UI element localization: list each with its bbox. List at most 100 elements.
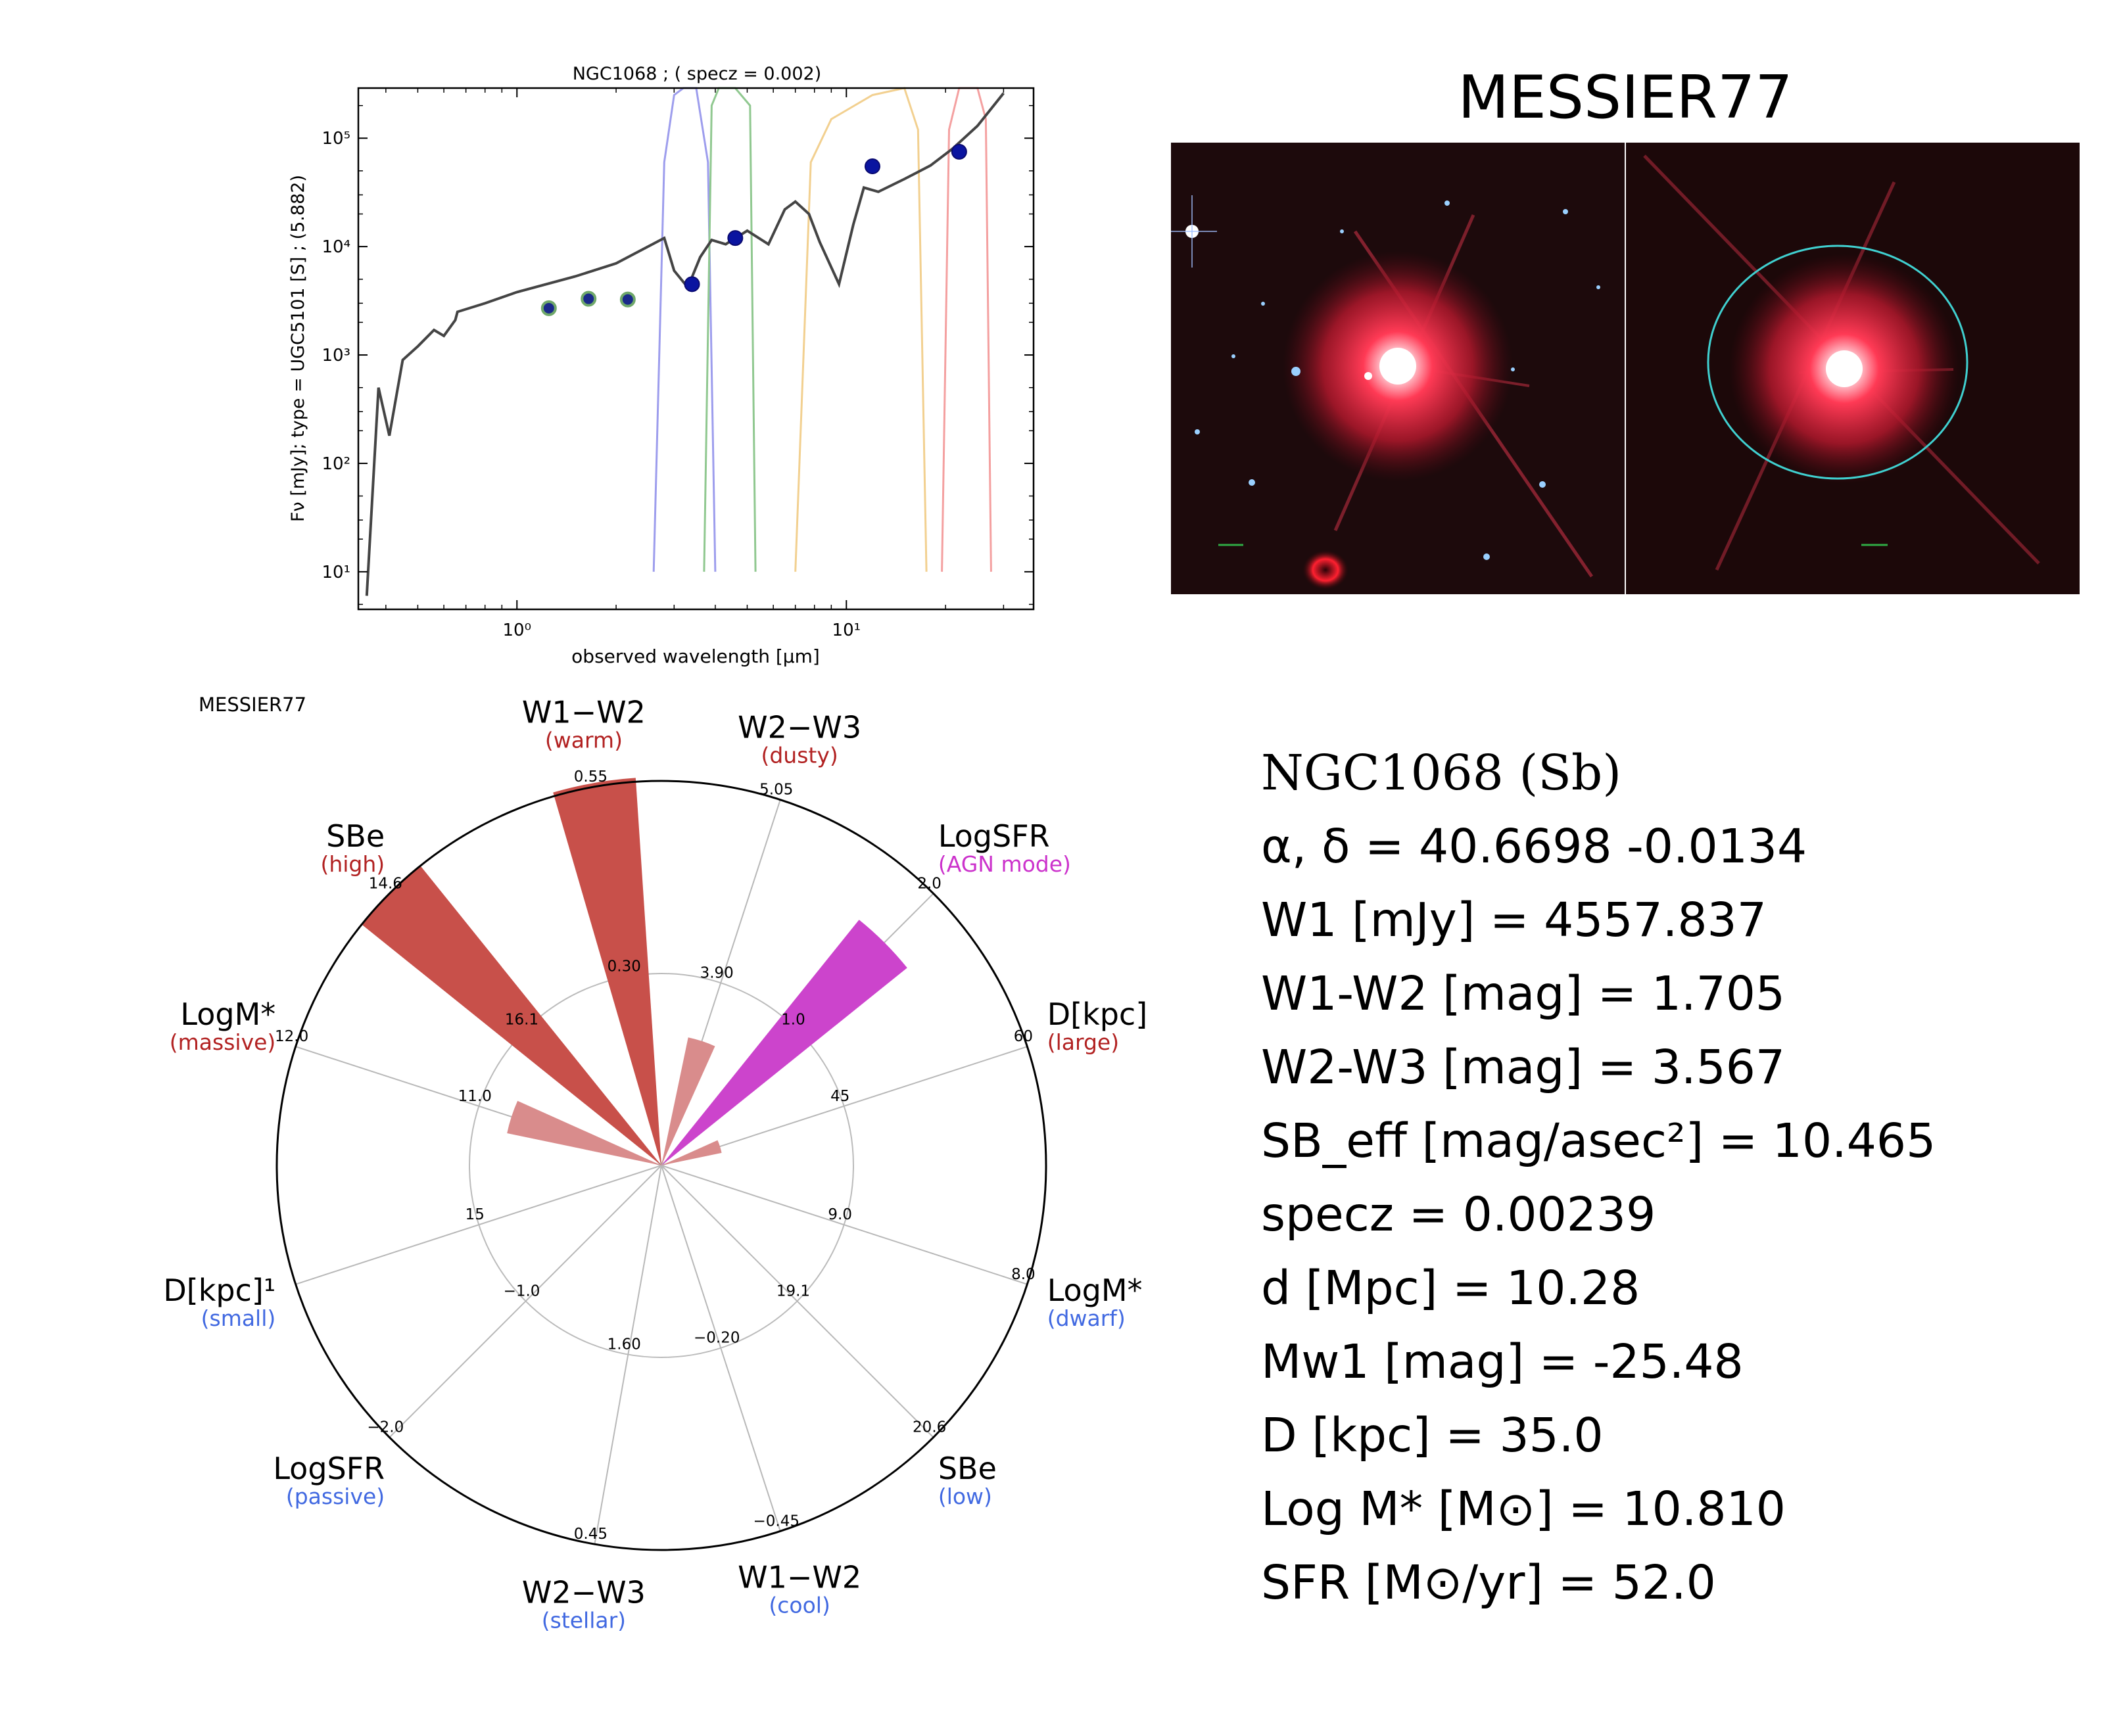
radar-axis-sublabel: (high) (320, 851, 385, 877)
radar-tick-label: −1.0 (504, 1282, 540, 1300)
sed-ytick-label: 10³ (322, 346, 350, 365)
radar-tick-label: −2.0 (367, 1419, 404, 1436)
sed-title: NGC1068 ; ( specz = 0.002) (573, 64, 822, 84)
radar-spoke (295, 1165, 662, 1285)
radar-axis-label: W2−W3 (738, 709, 861, 745)
radar-name: MESSIER77 (199, 693, 306, 716)
radar-tick-label: −0.45 (753, 1513, 799, 1530)
radar-axis-sublabel: (massive) (170, 1029, 276, 1055)
radar-tick-label: 19.1 (776, 1282, 810, 1300)
sed-template-curve (365, 92, 1005, 596)
radar-bar (507, 1100, 661, 1165)
radar-tick-label: 60 (1014, 1028, 1033, 1045)
radar-tick-label: 15 (465, 1206, 485, 1223)
radar-tick-label: 1.0 (781, 1012, 805, 1029)
property-diameter: D [kpc] = 35.0 (1261, 1408, 1604, 1463)
radar-axis-label: LogM* (1047, 1273, 1143, 1308)
sed-ylabel: Fν [mJy]; type = UGC5101 [S] ; (5.882) (288, 175, 308, 522)
radar-inner-ring (469, 973, 854, 1358)
radar-tick-label: 11.0 (458, 1088, 492, 1105)
radar-axis-label: SBe (938, 1451, 997, 1486)
sed-ytick-label: 10⁴ (322, 237, 350, 257)
photometry-point-2mass (540, 300, 557, 316)
property-w1-flux: W1 [mJy] = 4557.837 (1261, 893, 1767, 947)
sed-filter-curves (652, 87, 992, 572)
radar-axis-label: LogSFR (938, 818, 1050, 854)
radar-tick-label: −0.20 (694, 1330, 740, 1347)
property-w1-w2: W1-W2 [mag] = 1.705 (1261, 966, 1786, 1021)
filter-w3-curve (794, 87, 928, 572)
filter-w4-curve (941, 87, 992, 572)
radar-tick-label: 12.0 (275, 1028, 308, 1045)
photometry-point-wise (684, 276, 700, 293)
radar-spoke (661, 1165, 934, 1438)
radar-axis-label: D[kpc] (1047, 997, 1147, 1032)
sed-axes-frame (357, 87, 1035, 611)
radar-axis-label: LogM* (180, 997, 275, 1032)
radar-tick-label: 1.60 (608, 1336, 641, 1353)
aperture-ellipse (1707, 245, 1968, 480)
radar-tick-label: 8.0 (1011, 1266, 1036, 1283)
radar-tick-label: 2.0 (917, 875, 942, 892)
property-title: NGC1068 (Sb) (1261, 745, 1622, 801)
property-w2-w3: W2-W3 [mag] = 3.567 (1261, 1040, 1786, 1094)
radar-spoke (661, 1046, 1028, 1166)
radar-body: 0.30 0.55 3.90 5.05 1.0 2.0 45 60 9.0 8.0 19.1 20.6… (163, 694, 1147, 1633)
radar-axis-sublabel: (warm) (545, 727, 623, 753)
radar-spoke (389, 1165, 662, 1438)
radar-axis-sublabel: (cool) (769, 1593, 830, 1618)
sed-photometry (540, 143, 967, 316)
sed-xlabel: observed wavelength [μm] (571, 645, 820, 667)
photometry-point-wise (951, 143, 967, 160)
sed-ytick-label: 10⁵ (322, 129, 350, 149)
property-sfr: SFR [M⊙/yr] = 52.0 (1261, 1555, 1716, 1610)
photometry-point-2mass (619, 291, 636, 308)
image-stamps (1171, 143, 2080, 594)
radar-spoke (661, 1165, 1028, 1285)
photometry-point-wise (727, 230, 744, 246)
radar-spoke (661, 1165, 781, 1532)
sed-ytick-label: 10¹ (322, 563, 350, 582)
radar-axis-sublabel: (passive) (286, 1484, 385, 1509)
galaxy-right (1643, 154, 2040, 571)
radar-tick-label: 14.6 (369, 875, 402, 892)
radar-axis-label: W1−W2 (522, 694, 646, 730)
radar-axis-label: W2−W3 (522, 1575, 646, 1610)
photometry-point-wise (864, 158, 880, 175)
sed-ytick-label: 10² (322, 454, 350, 474)
radar-axis-sublabel: (large) (1047, 1029, 1119, 1055)
radar-tick-label: 3.90 (700, 964, 734, 981)
image-panel-title: MESSIER77 (1458, 63, 1793, 132)
radar-bar (553, 778, 661, 1165)
property-log-mass: Log M* [M⊙] = 10.810 (1261, 1482, 1786, 1536)
sed-plot: NGC1068 ; ( specz = 0.002) 10⁰ 10¹10¹10²1… (288, 64, 1035, 667)
sed-ticks: 10⁰ 10¹ 10¹ 10² 10³ 10⁴ 10⁵ (322, 88, 1034, 640)
radar-tick-label: 5.05 (759, 782, 793, 799)
property-mw1: Mw1 [mag] = -25.48 (1261, 1334, 1744, 1389)
property-coords: α, δ = 40.6698 -0.0134 (1261, 819, 1807, 874)
radar-chart: MESSIER77 0.30 0.55 3.90 5.05 1.0 2.0 45 60 9.0 8… (163, 693, 1147, 1633)
radar-bar (661, 1140, 722, 1165)
radar-axis-label: LogSFR (273, 1451, 385, 1486)
sed-xtick-label: 10⁰ (502, 621, 531, 640)
radar-bar (362, 866, 661, 1165)
radar-spoke (594, 1165, 662, 1545)
radar-tick-label: 0.55 (574, 768, 608, 786)
property-specz: specz = 0.00239 (1261, 1187, 1656, 1242)
photometry-point-2mass (581, 291, 597, 307)
radar-axis-sublabel: (AGN mode) (938, 851, 1071, 877)
radar-tick-label: 45 (830, 1088, 849, 1105)
radar-tick-label: 0.45 (574, 1526, 608, 1543)
sed-xtick-label: 10¹ (832, 621, 861, 640)
radar-bar (661, 1037, 715, 1165)
radar-outer-ring (275, 780, 1047, 1551)
radar-axis-sublabel: (dwarf) (1047, 1305, 1126, 1331)
radar-axis-sublabel: (stellar) (542, 1608, 626, 1633)
radar-bar (661, 920, 907, 1165)
property-distance: d [Mpc] = 10.28 (1261, 1261, 1640, 1315)
radar-tick-label: 0.30 (608, 958, 641, 975)
radar-tick-label: 9.0 (828, 1206, 852, 1223)
radar-axis-label: D[kpc]¹ (163, 1273, 275, 1308)
radar-axis-sublabel: (low) (938, 1484, 992, 1509)
radar-tick-label: 20.6 (913, 1419, 946, 1436)
